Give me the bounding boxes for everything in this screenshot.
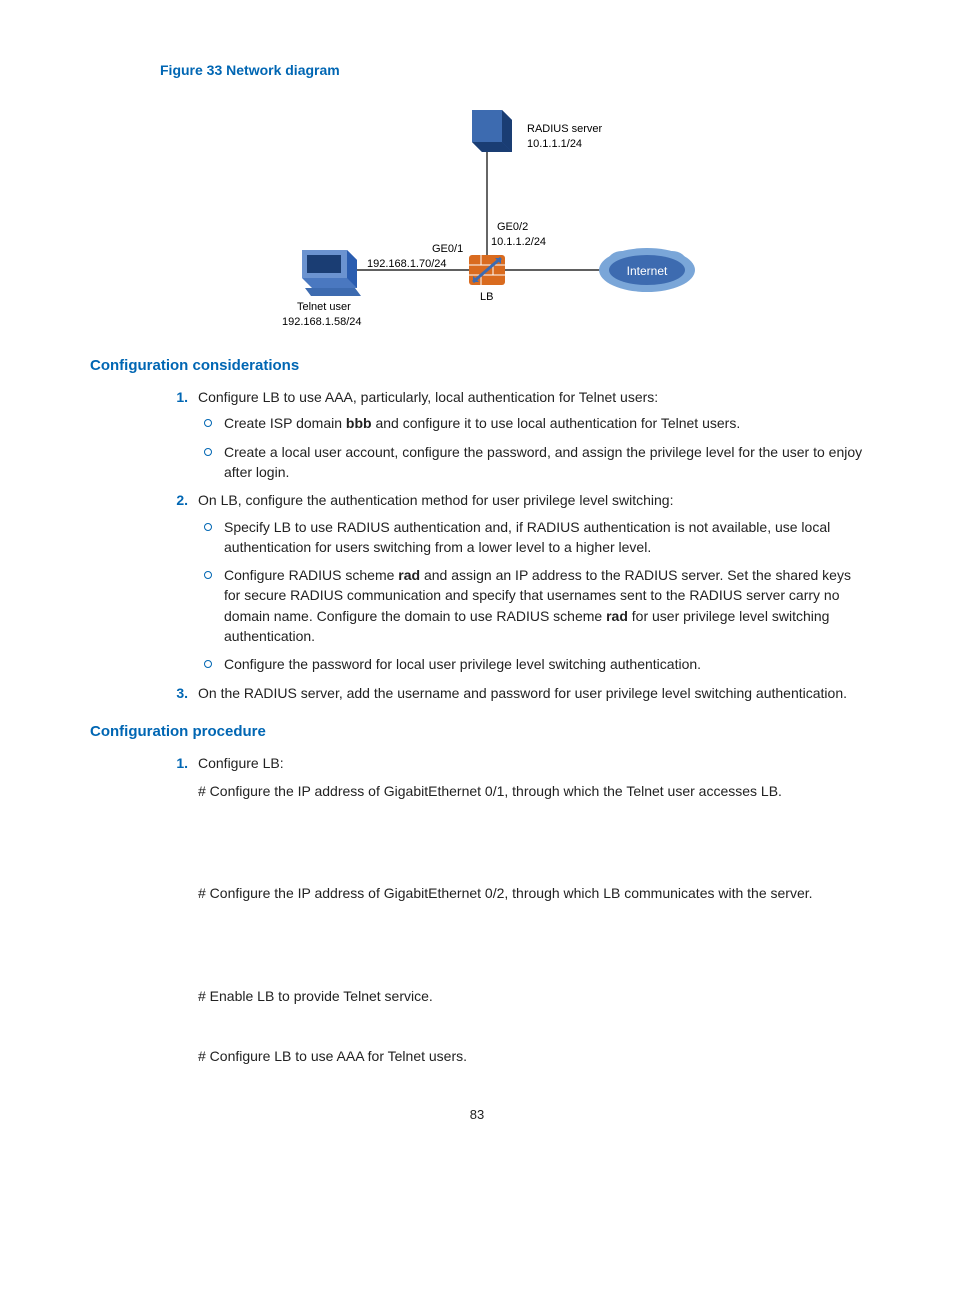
radius-server-icon <box>472 110 512 152</box>
internet-cloud-icon: Internet <box>599 248 695 292</box>
telnet-label-2: 192.168.1.58/24 <box>282 315 362 331</box>
bullet-item: Configure RADIUS scheme rad and assign a… <box>198 565 864 646</box>
bullet-item: Specify LB to use RADIUS authentication … <box>198 517 864 558</box>
procedure-para: # Enable LB to provide Telnet service. <box>198 986 864 1006</box>
radius-label-1: RADIUS server <box>527 122 602 138</box>
figure-title: Figure 33 Network diagram <box>160 60 864 80</box>
list-text: Configure LB: <box>198 755 284 771</box>
procedure-para: # Configure the IP address of GigabitEth… <box>198 781 864 801</box>
list-text: On LB, configure the authentication meth… <box>198 492 674 508</box>
lb-label: LB <box>480 290 493 306</box>
network-diagram: Internet RADIUS server 10.1.1.1/24 GE0/2… <box>247 90 707 330</box>
procedure-para: # Configure LB to use AAA for Telnet use… <box>198 1046 864 1066</box>
bullet-item: Create ISP domain bbb and configure it t… <box>198 413 864 433</box>
considerations-heading: Configuration considerations <box>90 355 864 377</box>
telnet-pc-icon <box>302 250 361 296</box>
procedure-list: 1. Configure LB: <box>160 753 864 773</box>
list-text: On the RADIUS server, add the username a… <box>198 685 847 701</box>
radius-label-2: 10.1.1.1/24 <box>527 137 582 153</box>
list-number: 3. <box>160 683 188 703</box>
page-number: 83 <box>90 1106 864 1125</box>
bullet-item: Create a local user account, configure t… <box>198 442 864 483</box>
telnet-label-1: Telnet user <box>297 300 351 316</box>
lb-icon <box>469 255 505 285</box>
svg-text:Internet: Internet <box>627 264 668 278</box>
ge02-label-1: GE0/2 <box>497 220 528 236</box>
procedure-para: # Configure the IP address of GigabitEth… <box>198 883 864 903</box>
ge01-label-2: 192.168.1.70/24 <box>367 257 447 273</box>
bullet-item: Configure the password for local user pr… <box>198 654 864 674</box>
list-number: 2. <box>160 490 188 510</box>
procedure-heading: Configuration procedure <box>90 721 864 743</box>
ge02-label-2: 10.1.1.2/24 <box>491 235 546 251</box>
ge01-label-1: GE0/1 <box>432 242 463 258</box>
list-number: 1. <box>160 753 188 773</box>
list-number: 1. <box>160 387 188 407</box>
list-text: Configure LB to use AAA, particularly, l… <box>198 389 658 405</box>
considerations-list: 1. Configure LB to use AAA, particularly… <box>160 387 864 703</box>
